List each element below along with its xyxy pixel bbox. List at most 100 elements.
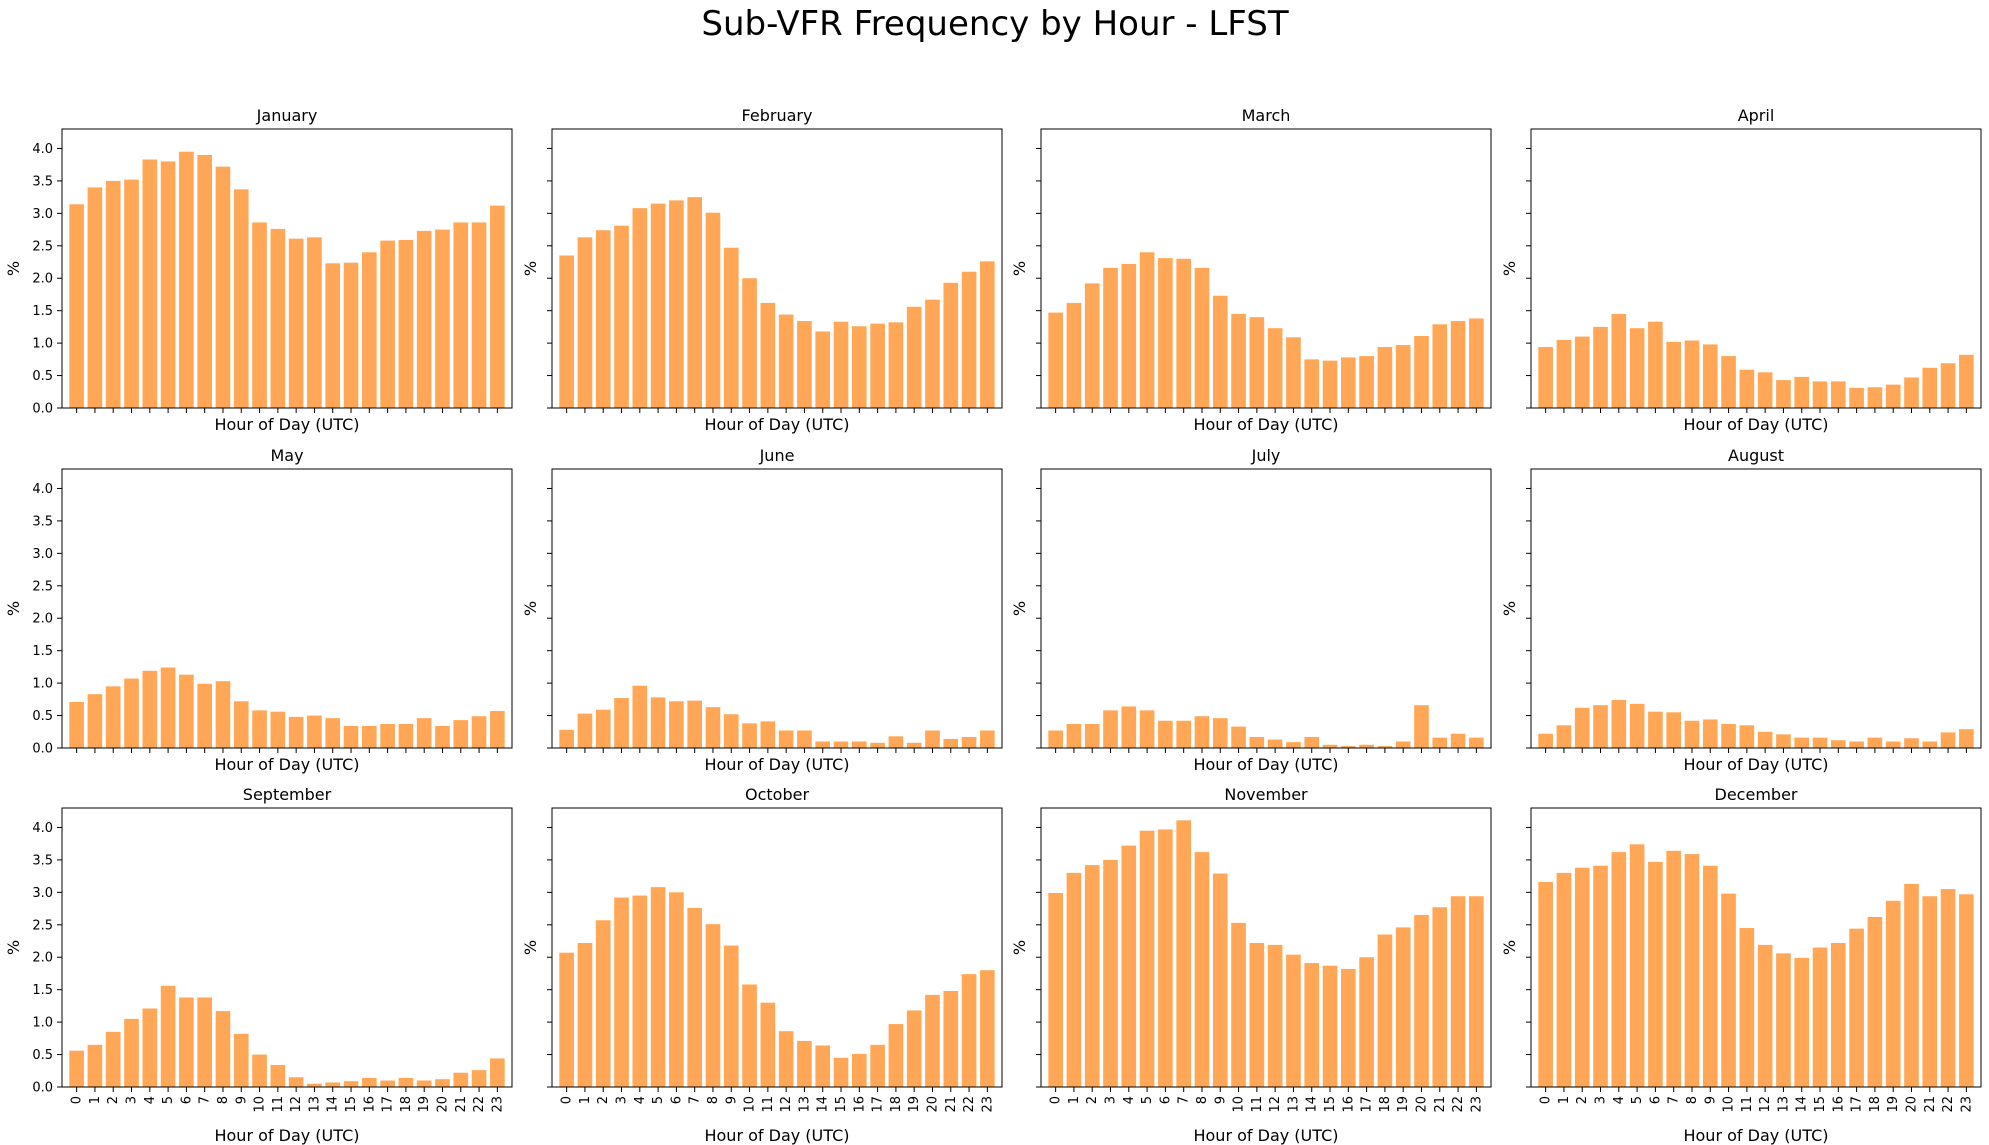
subplot-title: February [742, 106, 813, 125]
y-tick-label: 2.0 [32, 951, 53, 966]
subplot-title: March [1242, 106, 1291, 125]
bar-december-hour-18 [1867, 917, 1883, 1087]
bar-november-hour-21 [1432, 907, 1448, 1087]
bar-september-hour-23 [490, 1058, 505, 1087]
bar-july-hour-14 [1304, 736, 1320, 748]
y-tick-label: 1.0 [32, 1016, 53, 1031]
plot-frame [1530, 807, 1982, 1088]
plot-frame [1530, 468, 1982, 749]
bar-may-hour-8 [215, 681, 231, 748]
bar-october-hour-14 [815, 1045, 831, 1087]
y-axis-label: % [4, 261, 23, 276]
y-axis-label: % [1500, 940, 1519, 955]
bar-october-hour-1 [577, 942, 593, 1087]
bar-august-hour-22 [1940, 732, 1956, 748]
bar-october-hour-15 [833, 1057, 849, 1087]
x-tick-label: 16 [852, 1096, 867, 1113]
bar-november-hour-19 [1395, 927, 1411, 1087]
bar-november-hour-17 [1359, 957, 1374, 1087]
bar-january-hour-3 [124, 179, 139, 408]
bar-october-hour-2 [595, 920, 611, 1087]
bar-november-hour-7 [1176, 820, 1191, 1087]
bar-june-hour-21 [943, 738, 959, 748]
y-axis-label: % [521, 940, 540, 955]
bar-february-hour-9 [723, 247, 739, 408]
bar-june-hour-7 [687, 700, 702, 748]
plot-frame [551, 128, 1003, 409]
bar-february-hour-7 [687, 197, 702, 408]
x-tick-label: 20 [925, 1096, 940, 1113]
bar-june-hour-10 [742, 723, 757, 748]
bar-september-hour-8 [215, 1011, 231, 1087]
plot-frame [61, 468, 513, 749]
x-axis-label: Hour of Day (UTC) [1683, 1126, 1828, 1145]
x-tick-label: 15 [344, 1096, 359, 1113]
x-tick-label: 3 [615, 1096, 630, 1104]
bar-february-hour-23 [980, 261, 995, 408]
x-tick-label: 22 [1941, 1096, 1956, 1113]
bar-october-hour-12 [778, 1031, 794, 1087]
bar-february-hour-2 [595, 230, 611, 408]
bar-april-hour-13 [1776, 380, 1791, 408]
bar-march-hour-22 [1450, 321, 1466, 408]
y-axis-label: % [1500, 261, 1519, 276]
bar-january-hour-1 [87, 187, 103, 408]
bar-december-hour-2 [1574, 867, 1590, 1087]
bar-november-hour-11 [1249, 942, 1265, 1087]
subplot-title: October [745, 785, 809, 804]
x-tick-label: 2 [106, 1096, 121, 1104]
x-tick-label: 12 [1758, 1096, 1773, 1113]
x-tick-label: 12 [289, 1096, 304, 1113]
bar-april-hour-7 [1666, 341, 1681, 408]
bar-january-hour-16 [362, 252, 377, 408]
bar-january-hour-4 [142, 159, 158, 408]
x-tick-label: 6 [669, 1096, 684, 1104]
bar-january-hour-21 [453, 222, 469, 408]
bar-may-hour-5 [160, 667, 176, 748]
bar-october-hour-20 [925, 994, 940, 1087]
plot-frame [1530, 128, 1982, 409]
subplot-title: November [1224, 785, 1308, 804]
bar-may-hour-19 [416, 718, 432, 748]
subplot-january: January 0.0 0.5 1.0 1.5 2.0 2.5 3.0 3.5 4.0 Hour o… [4, 106, 513, 434]
bar-march-hour-16 [1341, 357, 1356, 408]
bar-july-hour-21 [1432, 737, 1448, 748]
bar-june-hour-0 [559, 729, 574, 748]
y-tick-label: 4.0 [32, 142, 53, 157]
bar-september-hour-9 [233, 1033, 249, 1087]
x-tick-label: 20 [435, 1096, 450, 1113]
bar-july-hour-7 [1176, 720, 1191, 748]
bar-august-hour-0 [1538, 733, 1553, 748]
x-axis-label: Hour of Day (UTC) [704, 415, 849, 434]
x-tick-label: 6 [1648, 1096, 1663, 1104]
y-tick-label: 2.0 [32, 612, 53, 627]
bar-august-hour-23 [1959, 729, 1974, 748]
bar-may-hour-14 [325, 718, 341, 748]
bar-april-hour-11 [1739, 369, 1755, 408]
x-axis-label: Hour of Day (UTC) [704, 755, 849, 774]
bar-october-hour-17 [870, 1044, 885, 1087]
bar-january-hour-23 [490, 205, 505, 408]
x-tick-label: 7 [1177, 1096, 1192, 1104]
bar-july-hour-3 [1103, 710, 1118, 748]
y-tick-label: 0.0 [32, 742, 53, 757]
x-tick-label: 8 [1195, 1096, 1210, 1104]
bar-may-hour-3 [124, 678, 139, 748]
y-tick-label: 3.0 [32, 886, 53, 901]
subplot-title: June [759, 446, 795, 465]
bar-july-hour-9 [1212, 718, 1228, 748]
bar-april-hour-2 [1574, 336, 1590, 408]
bar-june-hour-20 [925, 730, 940, 748]
bar-july-hour-4 [1121, 706, 1137, 748]
bar-september-hour-3 [124, 1018, 139, 1087]
bar-june-hour-15 [833, 741, 849, 748]
x-tick-label: 10 [1232, 1096, 1247, 1113]
x-axis-label: Hour of Day (UTC) [214, 415, 359, 434]
bar-may-hour-21 [453, 720, 469, 748]
bar-august-hour-12 [1757, 731, 1773, 748]
bar-may-hour-20 [435, 725, 450, 748]
x-tick-label: 9 [234, 1096, 249, 1104]
